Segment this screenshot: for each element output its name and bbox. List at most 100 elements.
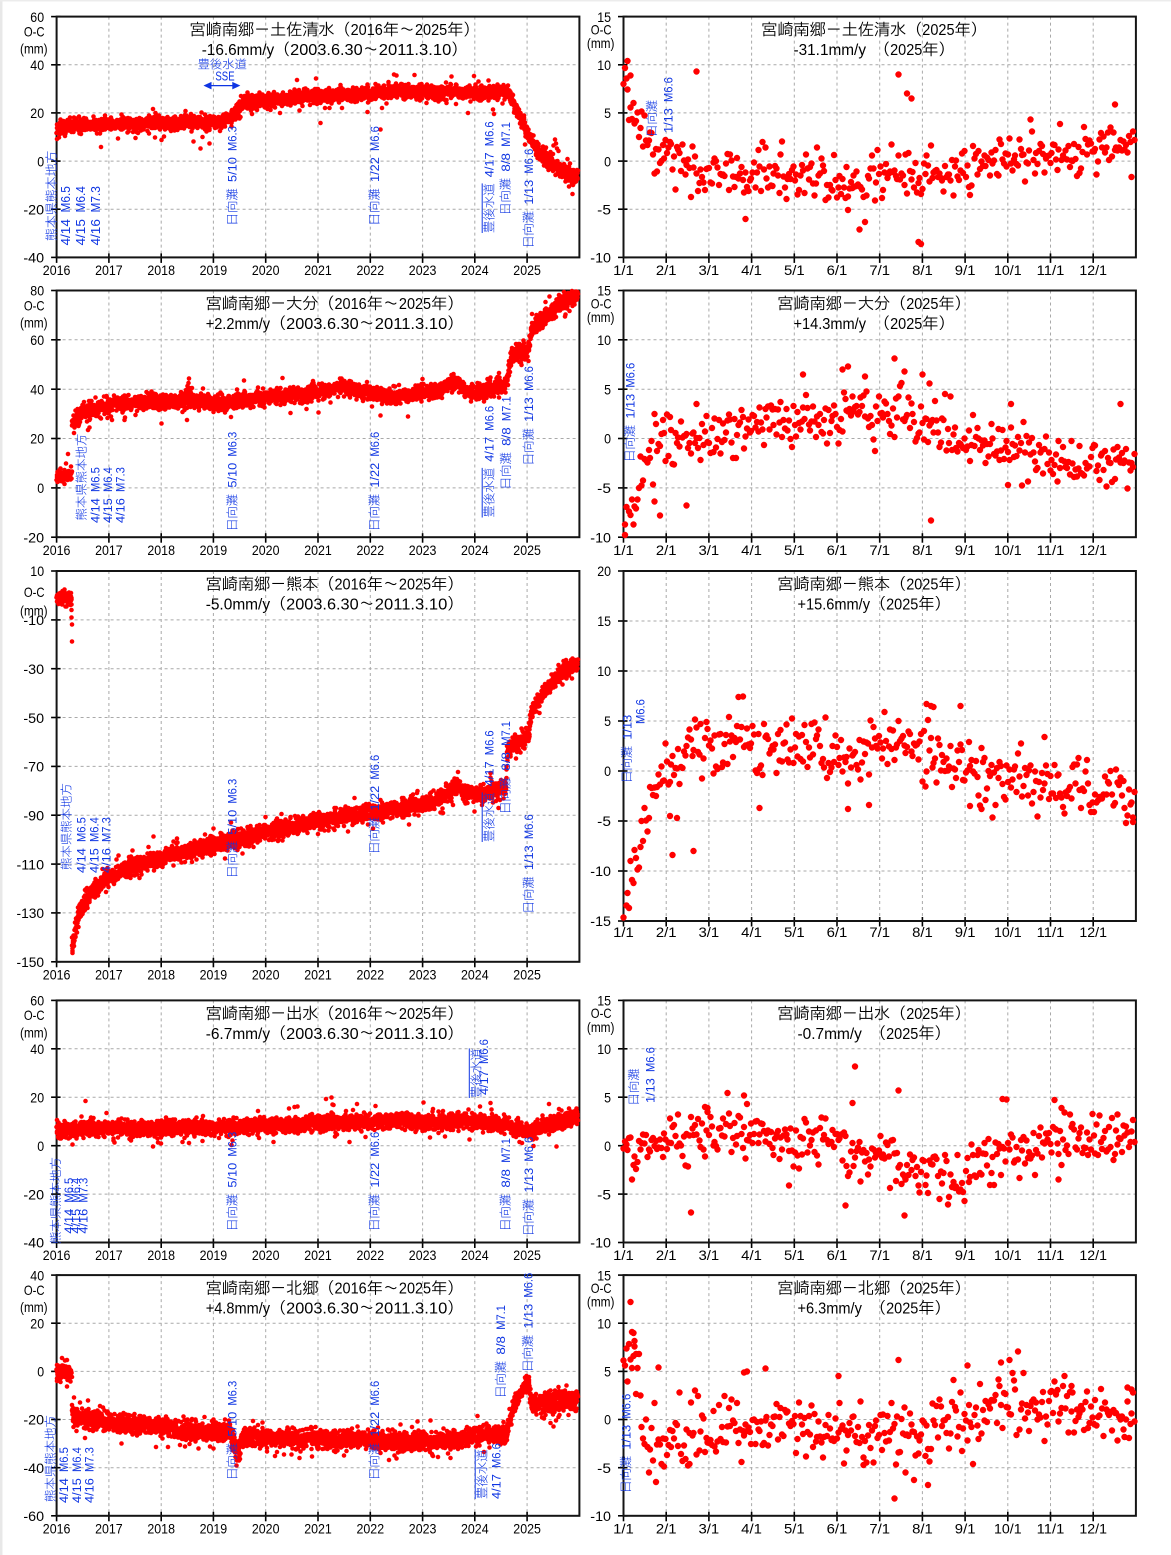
svg-text:4/1: 4/1	[741, 1522, 762, 1537]
svg-text:2016: 2016	[335, 576, 367, 594]
svg-text:10/1: 10/1	[994, 925, 1022, 940]
svg-text:5/1: 5/1	[784, 925, 805, 940]
svg-text:O-C: O-C	[24, 298, 45, 313]
svg-text:12/1: 12/1	[1079, 1248, 1107, 1263]
svg-text:2018: 2018	[147, 1522, 175, 1537]
svg-text:3/1: 3/1	[699, 1522, 720, 1537]
svg-text:M7.3: M7.3	[83, 1447, 97, 1472]
svg-text:2025: 2025	[906, 295, 938, 313]
svg-text:M6.4: M6.4	[101, 467, 115, 492]
svg-text:2017: 2017	[95, 263, 123, 278]
svg-text:60: 60	[30, 994, 44, 1009]
svg-text:40: 40	[30, 58, 44, 73]
svg-text:-10: -10	[590, 251, 611, 266]
svg-text:M6.6: M6.6	[483, 121, 497, 146]
svg-text:2024: 2024	[461, 1522, 489, 1537]
svg-text:12/1: 12/1	[1079, 263, 1107, 278]
svg-text:11/1: 11/1	[1037, 1248, 1065, 1263]
svg-text:-10: -10	[590, 530, 611, 545]
svg-text:-20: -20	[23, 530, 44, 545]
svg-text:2016: 2016	[335, 1280, 367, 1298]
svg-text:-130: -130	[17, 906, 45, 921]
svg-text:+6.3mm/y: +6.3mm/y	[798, 1300, 863, 1318]
svg-text:M6.6: M6.6	[643, 1047, 657, 1072]
svg-text:1/13: 1/13	[521, 1304, 535, 1329]
svg-text:2025: 2025	[399, 1005, 431, 1023]
svg-text:10: 10	[597, 664, 611, 679]
svg-text:2019: 2019	[200, 263, 228, 278]
svg-text:1/13: 1/13	[522, 1168, 536, 1193]
svg-text:2025: 2025	[906, 576, 938, 594]
svg-text:2025: 2025	[906, 1280, 938, 1298]
svg-text:6/1: 6/1	[827, 543, 848, 558]
svg-text:2025: 2025	[415, 21, 447, 39]
svg-text:M6.6: M6.6	[633, 699, 647, 724]
svg-text:2011.3.10: 2011.3.10	[375, 1300, 448, 1318]
svg-text:M6.3: M6.3	[226, 779, 240, 804]
svg-text:2023: 2023	[409, 543, 437, 558]
svg-text:0: 0	[37, 481, 44, 496]
svg-text:M7.1: M7.1	[499, 122, 513, 147]
svg-text:2024: 2024	[461, 263, 489, 278]
svg-text:0: 0	[604, 432, 611, 447]
svg-text:4/1: 4/1	[741, 543, 762, 558]
svg-text:O-C: O-C	[24, 1283, 45, 1298]
svg-text:2022: 2022	[357, 1248, 385, 1263]
svg-text:M6.6: M6.6	[368, 1381, 382, 1406]
svg-text:6/1: 6/1	[827, 1248, 848, 1263]
svg-text:-20: -20	[23, 1187, 44, 1202]
svg-text:2021: 2021	[304, 263, 332, 278]
svg-text:2017: 2017	[95, 968, 123, 983]
svg-text:80: 80	[30, 284, 44, 299]
svg-text:9/1: 9/1	[955, 925, 976, 940]
svg-text:M6.5: M6.5	[58, 186, 73, 212]
svg-text:M7.1: M7.1	[499, 396, 513, 421]
svg-text:1/13: 1/13	[619, 1425, 633, 1450]
svg-text:2018: 2018	[147, 263, 175, 278]
svg-text:10: 10	[30, 564, 44, 579]
svg-text:10: 10	[597, 1316, 611, 1331]
svg-text:2020: 2020	[252, 1522, 280, 1537]
svg-text:1/22: 1/22	[368, 157, 382, 182]
svg-text:12/1: 12/1	[1079, 1522, 1107, 1537]
svg-text:2025: 2025	[399, 576, 431, 594]
svg-text:40: 40	[30, 1042, 44, 1057]
svg-text:9/1: 9/1	[955, 1522, 976, 1537]
svg-text:1/13: 1/13	[643, 1078, 657, 1103]
svg-text:2024: 2024	[461, 543, 489, 558]
svg-text:M6.6: M6.6	[522, 149, 536, 174]
svg-text:-6.7mm/y: -6.7mm/y	[206, 1025, 271, 1043]
svg-text:60: 60	[30, 333, 44, 348]
svg-text:1/1: 1/1	[613, 1522, 634, 1537]
svg-text:-30: -30	[23, 662, 44, 677]
svg-text:1/1: 1/1	[613, 1248, 634, 1263]
svg-text:12/1: 12/1	[1079, 543, 1107, 558]
svg-text:60: 60	[30, 10, 44, 25]
svg-text:8/1: 8/1	[912, 925, 933, 940]
svg-text:O-C: O-C	[24, 585, 45, 600]
svg-text:-60: -60	[23, 1509, 44, 1524]
svg-text:5: 5	[604, 382, 611, 397]
svg-text:7/1: 7/1	[869, 1522, 890, 1537]
svg-text:-10: -10	[23, 613, 44, 628]
svg-text:M6.6: M6.6	[490, 1443, 504, 1468]
svg-text:(mm): (mm)	[20, 42, 48, 57]
svg-text:M7.1: M7.1	[499, 721, 513, 746]
svg-text:M6.6: M6.6	[483, 406, 497, 431]
svg-text:(mm): (mm)	[587, 36, 615, 51]
svg-text:2018: 2018	[147, 968, 175, 983]
svg-text:-10: -10	[590, 1236, 611, 1251]
svg-text:4/1: 4/1	[741, 925, 762, 940]
svg-text:2025: 2025	[922, 21, 954, 39]
svg-text:5/10: 5/10	[226, 1412, 240, 1437]
svg-text:9/1: 9/1	[955, 543, 976, 558]
svg-text:5/10: 5/10	[226, 157, 240, 182]
svg-text:7/1: 7/1	[869, 263, 890, 278]
svg-text:0: 0	[604, 764, 611, 779]
svg-text:8/8: 8/8	[499, 1169, 513, 1188]
svg-text:2016: 2016	[351, 21, 383, 39]
svg-text:1/13: 1/13	[623, 394, 637, 419]
svg-text:11/1: 11/1	[1037, 263, 1065, 278]
svg-text:4/16: 4/16	[88, 219, 103, 245]
svg-text:O-C: O-C	[591, 296, 612, 311]
